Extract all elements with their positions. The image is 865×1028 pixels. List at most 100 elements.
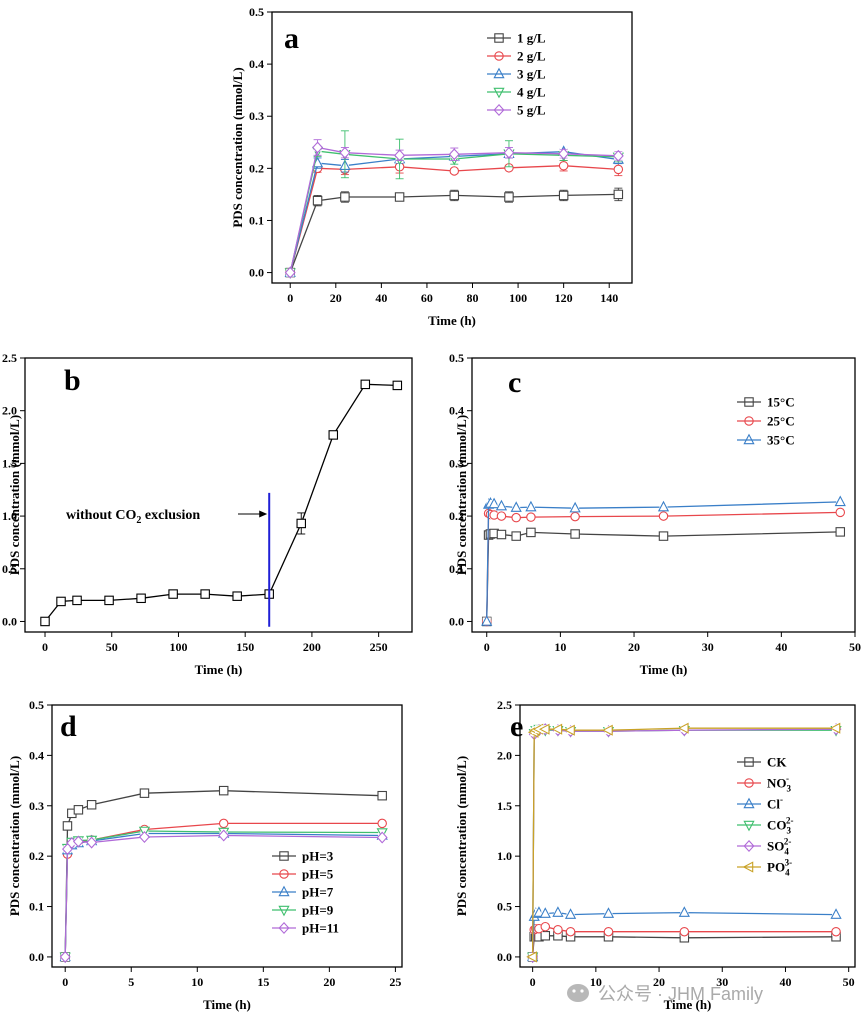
- legend-label: 5 g/L: [517, 103, 546, 118]
- data-point-bg: [219, 819, 228, 828]
- data-point-bg: [614, 190, 623, 199]
- legend-marker: [494, 33, 504, 43]
- data-point-marker: [376, 831, 388, 844]
- y-tick-label: 0.4: [249, 57, 264, 71]
- data-point: [831, 926, 841, 937]
- data-point-bg: [559, 149, 568, 158]
- data-point-bg: [482, 617, 491, 626]
- data-point-bg: [340, 148, 349, 157]
- data-point-marker: [830, 908, 842, 919]
- data-point-bg: [87, 838, 96, 847]
- legend-label-sup: -: [780, 795, 783, 805]
- series-line: [486, 531, 841, 622]
- y-axis-title: PDS concentration (mmol/L): [454, 415, 469, 575]
- data-point-marker: [569, 501, 581, 513]
- x-tick-label: 200: [303, 640, 321, 654]
- data-point: [495, 499, 508, 511]
- y-tick-label: 1.0: [497, 849, 512, 863]
- data-point-marker: [553, 924, 563, 935]
- x-tick-label: 100: [509, 291, 527, 305]
- data-point-marker: [86, 800, 97, 810]
- data-point-bg: [614, 165, 623, 174]
- series-35-C: [481, 495, 846, 626]
- legend-item: Cl-: [737, 795, 783, 812]
- x-tick-label: 5: [128, 975, 134, 989]
- legend-item: 25°C: [737, 414, 795, 429]
- data-point-marker: [296, 518, 306, 529]
- data-point-bg: [313, 143, 322, 152]
- plot-frame: [519, 704, 856, 968]
- data-point-bg: [74, 805, 83, 814]
- data-point: [136, 593, 146, 604]
- data-point-bg: [313, 159, 322, 168]
- data-point-marker: [392, 380, 403, 391]
- x-axis-title: Time (h): [195, 662, 243, 677]
- data-point-bg: [571, 504, 580, 513]
- data-point-bg: [393, 381, 402, 390]
- data-point-bg: [378, 791, 387, 800]
- legend-label: pH=9: [302, 903, 334, 918]
- panel-letter: d: [60, 710, 77, 743]
- data-point: [481, 615, 493, 626]
- legend-label: SO42-: [767, 837, 791, 857]
- data-point-bg: [74, 837, 83, 846]
- x-tick-label: 60: [421, 291, 433, 305]
- data-point-marker: [56, 596, 66, 607]
- x-tick-label: 10: [191, 975, 203, 989]
- data-point-bg: [490, 499, 499, 508]
- data-point: [449, 166, 460, 176]
- data-point: [168, 589, 178, 599]
- data-point-marker: [448, 148, 460, 161]
- data-point: [340, 192, 350, 202]
- data-point-marker: [449, 166, 460, 176]
- legend-marker: [278, 921, 290, 935]
- data-point-bg: [219, 786, 228, 795]
- legend-label-sup: 3-: [785, 858, 793, 868]
- legend-label: 4 g/L: [517, 85, 546, 100]
- series-2-g-L: [285, 160, 624, 278]
- y-tick-label: 0.1: [249, 213, 264, 227]
- y-tick-label: 0.0: [249, 266, 264, 280]
- data-point: [835, 527, 846, 537]
- data-point-marker: [539, 907, 551, 918]
- y-tick-label: 2.5: [497, 698, 512, 712]
- data-point-marker: [136, 593, 146, 604]
- data-point-marker: [835, 527, 846, 537]
- legend-marker: [743, 839, 755, 853]
- x-axis-title: Time (h): [428, 313, 476, 328]
- series-1-g-L: [285, 187, 624, 278]
- data-point: [496, 511, 507, 521]
- y-axis-title: PDS concentration (mmol/L): [230, 67, 245, 227]
- data-point-marker: [835, 507, 846, 518]
- data-point-bg: [559, 191, 568, 200]
- data-point-marker: [503, 146, 515, 159]
- panel-letter: c: [508, 366, 521, 399]
- data-point: [551, 723, 563, 735]
- legend-label: CK: [767, 755, 787, 770]
- data-point: [829, 722, 841, 734]
- legend-marker: [743, 820, 755, 832]
- x-tick-label: 10: [590, 975, 602, 989]
- data-point-bg: [571, 512, 580, 521]
- data-point: [394, 149, 406, 162]
- data-point-bg: [201, 590, 210, 599]
- x-tick-label: 40: [779, 975, 791, 989]
- y-tick-label: 2.0: [2, 404, 17, 418]
- legend-label: 25°C: [767, 414, 795, 429]
- data-point-marker: [496, 511, 507, 521]
- data-point-bg: [67, 839, 76, 848]
- series-line: [289, 150, 619, 273]
- data-point-bg: [566, 910, 575, 919]
- data-point: [564, 724, 575, 736]
- data-point-bg: [680, 724, 689, 733]
- data-point-marker: [602, 907, 615, 918]
- legend-label: pH=11: [302, 921, 339, 936]
- data-point-bg: [219, 831, 228, 840]
- data-point-bg: [553, 908, 562, 917]
- x-axis-title: Time (h): [640, 662, 688, 677]
- x-tick-label: 0: [484, 640, 490, 654]
- data-point-marker: [104, 595, 114, 606]
- data-point-bg: [832, 932, 841, 941]
- data-point: [360, 379, 371, 390]
